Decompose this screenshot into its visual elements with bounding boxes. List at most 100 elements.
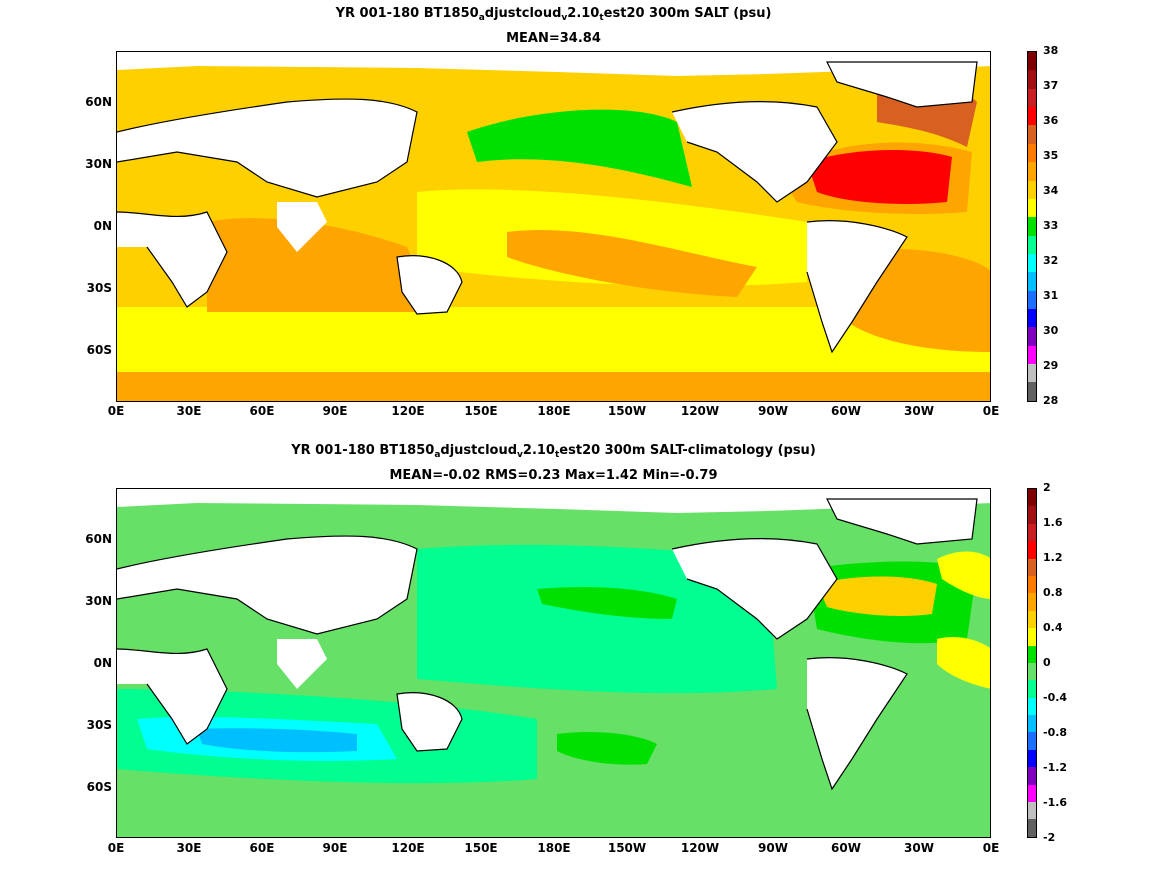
x-tick: 30E: [176, 404, 202, 418]
colorbar-swatch: [1028, 715, 1036, 733]
colorbar-label: 2: [1043, 481, 1051, 494]
y-tick: 60N: [85, 532, 112, 546]
colorbar-swatch: [1028, 802, 1036, 820]
colorbar-swatch: [1028, 253, 1036, 273]
colorbar: [1027, 51, 1037, 402]
x-tick: 60W: [831, 841, 861, 855]
colorbar-label: 37: [1043, 79, 1059, 92]
colorbar-swatch: [1028, 364, 1036, 383]
salt-map-field: [117, 52, 990, 401]
anomaly-map-field: [117, 489, 990, 837]
colorbar-label: 31: [1043, 289, 1059, 302]
panel-title: YR 001-180 BT1850adjustcloudv2.10test20 …: [335, 6, 772, 23]
colorbar-swatch: [1028, 235, 1036, 254]
salt-anomaly-panel: YR 001-180 BT1850adjustcloudv2.10test20 …: [0, 437, 1167, 875]
colorbar-swatch: [1028, 819, 1036, 837]
colorbar-label: -1.2: [1043, 761, 1068, 774]
x-tick: 120E: [391, 841, 425, 855]
x-tick: 150W: [607, 841, 647, 855]
colorbar-swatch: [1028, 628, 1036, 646]
x-tick: 120W: [680, 404, 720, 418]
x-tick: 150W: [607, 404, 647, 418]
colorbar-swatch: [1028, 489, 1036, 507]
y-tick: 30S: [86, 718, 112, 732]
colorbar-swatch: [1028, 309, 1036, 328]
colorbar-label: -1.6: [1043, 796, 1068, 809]
x-tick: 60E: [249, 841, 275, 855]
colorbar-swatch: [1028, 610, 1036, 629]
colorbar-swatch: [1028, 749, 1036, 768]
x-tick: 90W: [758, 841, 788, 855]
x-tick: 60E: [249, 404, 275, 418]
y-tick: 30N: [85, 594, 112, 608]
salt-panel: YR 001-180 BT1850adjustcloudv2.10test20 …: [0, 0, 1167, 430]
x-tick: 150E: [464, 404, 498, 418]
x-tick: 0E: [982, 404, 1000, 418]
colorbar-swatch: [1028, 767, 1036, 785]
colorbar-label: -0.4: [1043, 691, 1068, 704]
colorbar-label: 29: [1043, 359, 1059, 372]
x-tick: 90E: [322, 404, 348, 418]
colorbar-swatch: [1028, 52, 1036, 71]
x-tick: 90W: [758, 404, 788, 418]
y-tick: 60N: [85, 95, 112, 109]
colorbar-label: 32: [1043, 254, 1059, 267]
colorbar-label: 1.6: [1043, 516, 1063, 529]
y-tick: 30S: [86, 281, 112, 295]
y-tick: 30N: [85, 157, 112, 171]
colorbar-label: 34: [1043, 184, 1059, 197]
y-tick: 60S: [86, 343, 112, 357]
x-tick: 120E: [391, 404, 425, 418]
colorbar-swatch: [1028, 198, 1036, 218]
panel-subtitle: MEAN=34.84: [506, 31, 601, 46]
panel-title: YR 001-180 BT1850adjustcloudv2.10test20 …: [291, 443, 816, 460]
x-tick: 180E: [537, 841, 571, 855]
colorbar-swatch: [1028, 180, 1036, 199]
x-tick: 30E: [176, 841, 202, 855]
colorbar-swatch: [1028, 290, 1036, 310]
colorbar-swatch: [1028, 125, 1036, 144]
y-tick: 0N: [93, 656, 112, 670]
colorbar-swatch: [1028, 272, 1036, 291]
colorbar-swatch: [1028, 107, 1036, 126]
colorbar-label: 0: [1043, 656, 1051, 669]
panel-subtitle: MEAN=-0.02 RMS=0.23 Max=1.42 Min=-0.79: [389, 468, 718, 483]
x-tick: 60W: [831, 404, 861, 418]
x-tick: 0E: [982, 841, 1000, 855]
colorbar-swatch: [1028, 784, 1036, 803]
colorbar-swatch: [1028, 593, 1036, 611]
colorbar-swatch: [1028, 541, 1036, 559]
anomaly-map: [116, 488, 991, 838]
colorbar-swatch: [1028, 88, 1036, 108]
colorbar-label: 33: [1043, 219, 1059, 232]
colorbar-label: 38: [1043, 44, 1059, 57]
colorbar-swatch: [1028, 70, 1036, 89]
x-tick: 150E: [464, 841, 498, 855]
colorbar-swatch: [1028, 732, 1036, 750]
colorbar-swatch: [1028, 143, 1036, 163]
colorbar-swatch: [1028, 680, 1036, 698]
salt-map: [116, 51, 991, 402]
colorbar-swatch: [1028, 645, 1036, 663]
colorbar-label: 28: [1043, 394, 1059, 407]
x-tick: 0E: [107, 404, 125, 418]
colorbar-label: 0.4: [1043, 621, 1063, 634]
colorbar-swatch: [1028, 162, 1036, 181]
x-tick: 30W: [904, 404, 934, 418]
colorbar-label: -2: [1043, 831, 1056, 844]
colorbar-swatch: [1028, 662, 1036, 681]
colorbar-swatch: [1028, 558, 1036, 576]
colorbar-swatch: [1028, 345, 1036, 365]
colorbar-label: 30: [1043, 324, 1059, 337]
colorbar-swatch: [1028, 382, 1036, 401]
colorbar-swatch: [1028, 327, 1036, 346]
colorbar-label: -0.8: [1043, 726, 1068, 739]
x-tick: 90E: [322, 841, 348, 855]
colorbar: [1027, 488, 1037, 838]
x-tick: 0E: [107, 841, 125, 855]
colorbar-swatch: [1028, 506, 1036, 524]
x-tick: 120W: [680, 841, 720, 855]
x-tick: 30W: [904, 841, 934, 855]
colorbar-swatch: [1028, 523, 1036, 542]
colorbar-swatch: [1028, 217, 1036, 236]
